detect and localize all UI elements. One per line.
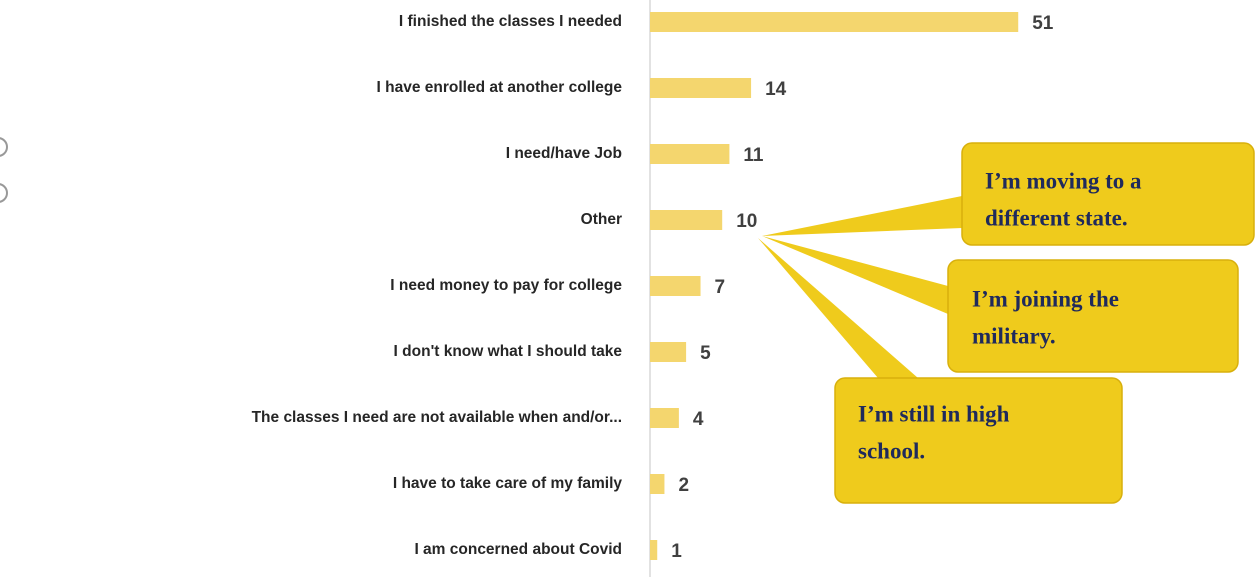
category-label: I finished the classes I needed xyxy=(399,13,622,30)
category-label: I need money to pay for college xyxy=(390,277,622,294)
value-label: 11 xyxy=(743,145,764,166)
bar xyxy=(650,144,730,164)
callout-box xyxy=(834,377,1123,504)
callout-box xyxy=(961,142,1255,246)
callout-pointer xyxy=(762,196,962,236)
bar xyxy=(650,540,658,560)
category-label: I don't know what I should take xyxy=(394,343,623,360)
bar xyxy=(650,408,679,428)
callout-text: I’m still in high xyxy=(858,401,1010,426)
radio-control[interactable] xyxy=(0,137,8,157)
callout-text: I’m moving to a xyxy=(985,168,1142,193)
bar xyxy=(650,276,701,296)
value-label: 51 xyxy=(1032,13,1054,34)
value-label: 14 xyxy=(765,79,787,100)
category-label: I have to take care of my family xyxy=(393,475,623,492)
category-label: I am concerned about Covid xyxy=(414,541,622,558)
callout-pointer xyxy=(758,238,918,378)
callout: I’m moving to a different state. xyxy=(762,142,1255,246)
callout-box xyxy=(947,259,1239,373)
bar xyxy=(650,474,665,494)
callout-text: school. xyxy=(858,438,925,463)
category-label: The classes I need are not available whe… xyxy=(252,409,622,426)
callout-text: different state. xyxy=(985,205,1128,230)
callout-pointer xyxy=(762,236,948,314)
bar xyxy=(650,342,687,362)
callout: I’m joining the military. xyxy=(762,236,1239,373)
callout: I’m still in high school. xyxy=(758,238,1123,504)
category-label: Other xyxy=(581,211,622,228)
value-label: 7 xyxy=(715,277,726,298)
radio-control[interactable] xyxy=(0,183,8,203)
value-label: 10 xyxy=(736,211,757,232)
value-label: 2 xyxy=(678,475,689,496)
callout-text: I’m joining the xyxy=(972,286,1119,311)
category-label: I have enrolled at another college xyxy=(377,79,623,96)
value-label: 4 xyxy=(693,409,704,430)
category-label: I need/have Job xyxy=(506,145,622,162)
callout-text: military. xyxy=(972,323,1056,348)
bar xyxy=(650,12,1019,32)
value-label: 5 xyxy=(700,343,711,364)
bar xyxy=(650,210,723,230)
value-label: 1 xyxy=(671,541,682,562)
bar xyxy=(650,78,752,98)
